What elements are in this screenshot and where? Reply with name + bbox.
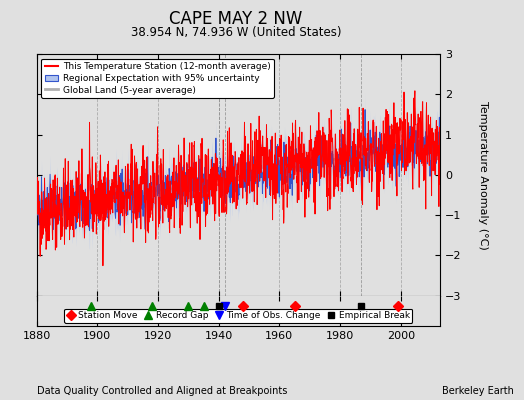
Legend: This Temperature Station (12-month average), Regional Expectation with 95% uncer: This Temperature Station (12-month avera…: [41, 58, 274, 98]
Legend: Station Move, Record Gap, Time of Obs. Change, Empirical Break: Station Move, Record Gap, Time of Obs. C…: [64, 308, 412, 323]
Text: Data Quality Controlled and Aligned at Breakpoints: Data Quality Controlled and Aligned at B…: [37, 386, 287, 396]
Text: Berkeley Earth: Berkeley Earth: [442, 386, 514, 396]
Text: 38.954 N, 74.936 W (United States): 38.954 N, 74.936 W (United States): [130, 26, 341, 39]
Text: CAPE MAY 2 NW: CAPE MAY 2 NW: [169, 10, 302, 28]
Y-axis label: Temperature Anomaly (°C): Temperature Anomaly (°C): [478, 100, 488, 249]
